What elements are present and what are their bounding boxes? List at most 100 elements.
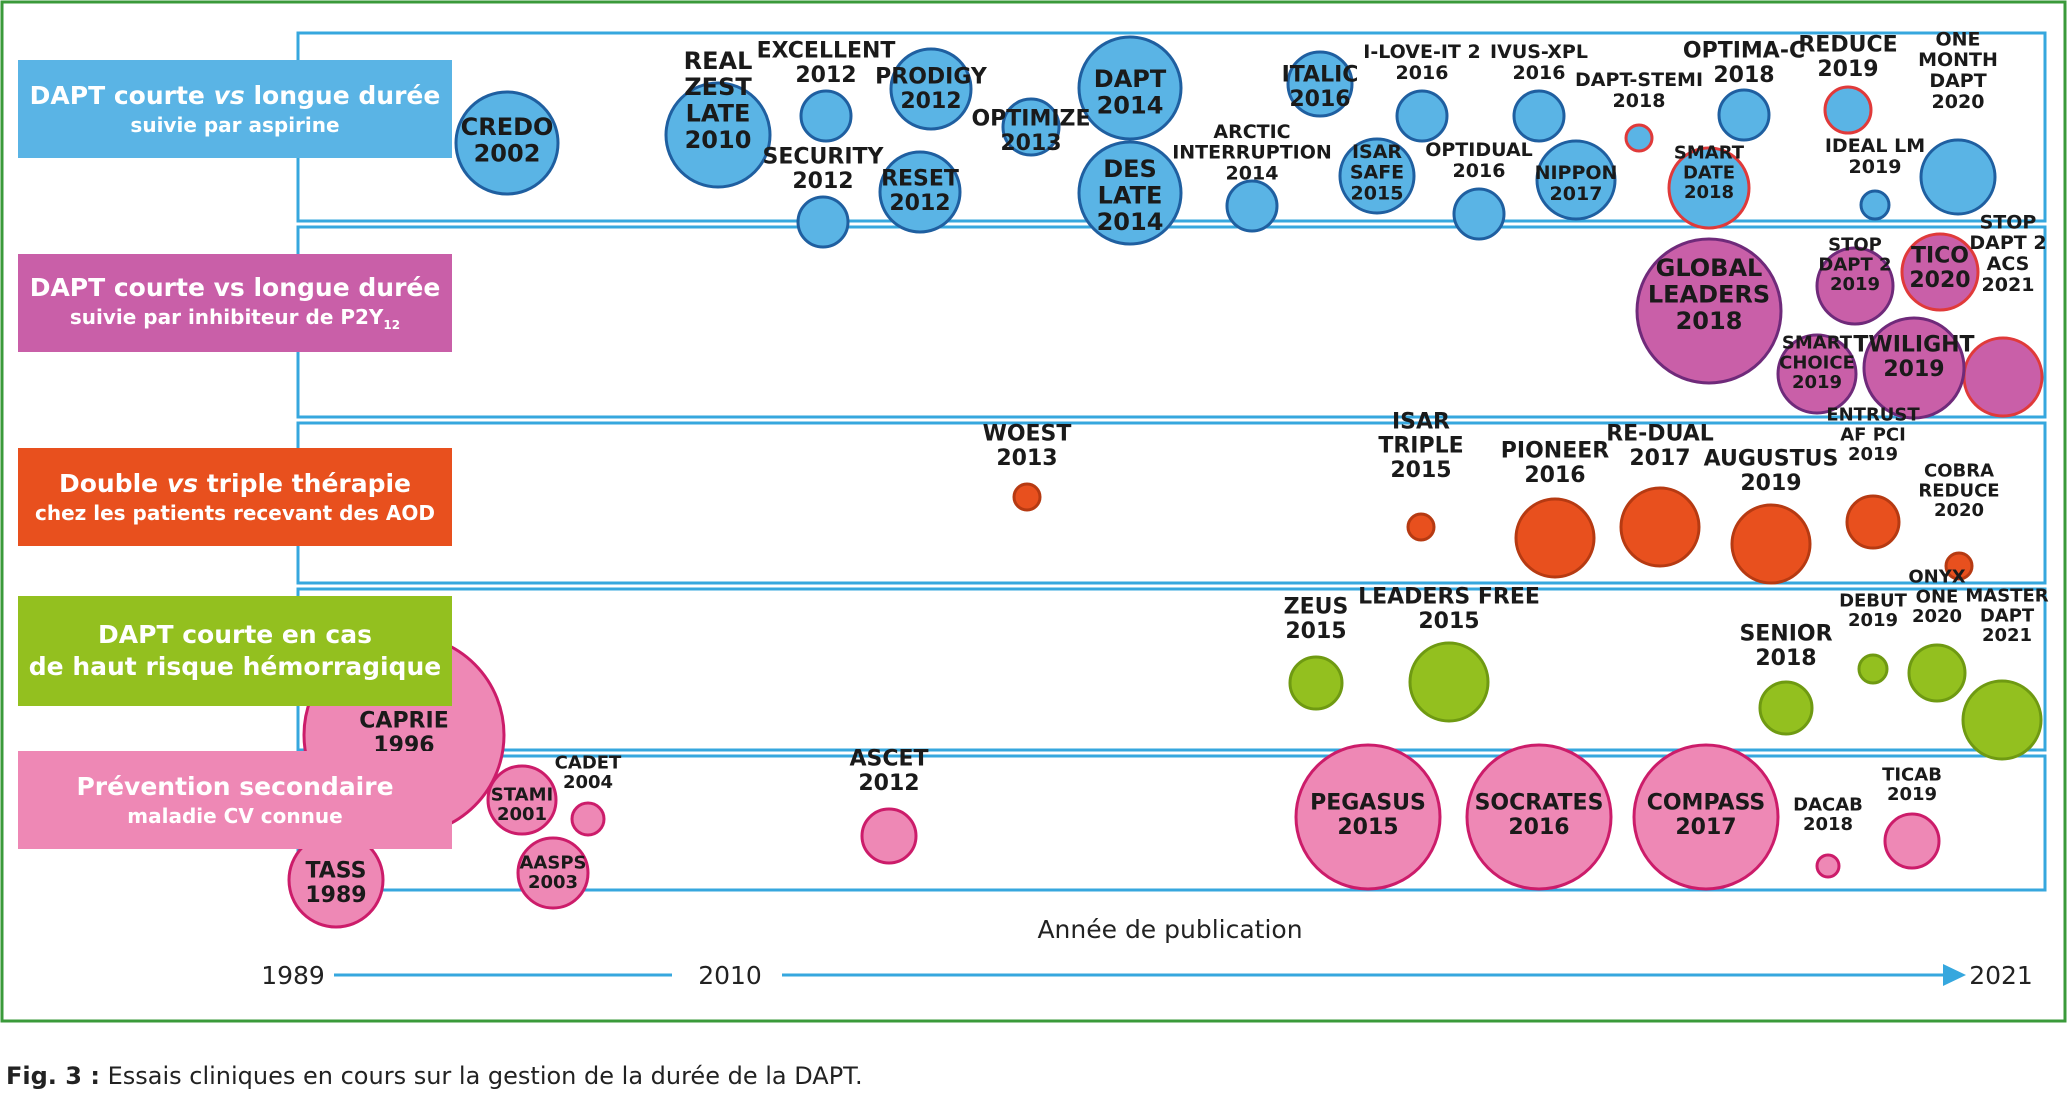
trial-bubble-ticab-51 [1883,812,1941,870]
axis-tick-end: 2021 [1969,961,2033,990]
trial-bubble-smart-26 [1776,333,1858,415]
trial-label-woest-28: WOEST 2013 [983,422,1072,471]
trial-bubble-leaders-free-36 [1408,641,1490,723]
trial-bubble-dacab-50 [1815,853,1841,879]
trial-bubble-real-1 [664,81,772,189]
category-aspirin: DAPT courte vs longue durée suivie par a… [18,60,452,158]
trial-bubble-stop-23 [1815,246,1895,326]
trial-label-reset-5: RESET 2012 [881,167,959,216]
trial-label-real-1: REAL ZEST LATE 2010 [684,47,753,154]
trial-label-ivus-xpl-14: IVUS-XPL 2016 [1490,41,1588,84]
trial-bubble-prodigy-4 [889,47,973,131]
trial-bubble-isar-11 [1338,137,1416,215]
trial-label-cobra-34: COBRA REDUCE 2020 [1918,461,1999,522]
trial-bubble-isar-29 [1406,512,1436,542]
trial-label-isar-29: ISAR TRIPLE 2015 [1378,410,1463,483]
trial-bubble-arctic-9 [1225,179,1279,233]
trial-label-re-dual-31: RE-DUAL 2017 [1606,422,1714,471]
trial-bubble-dapt-stemi-16 [1624,123,1654,153]
outer-border [0,0,2067,1023]
trial-bubble-twilight-27 [1862,316,1966,420]
trial-label-socrates-48: SOCRATES 2016 [1475,791,1604,840]
trial-label-security-3: SECURITY 2012 [763,145,885,194]
trial-label-ideal-lm-20: IDEAL LM 2019 [1825,135,1925,178]
caption-text: Essais cliniques en cours sur la gestion… [99,1062,863,1090]
trial-bubble-nippon-15 [1535,139,1617,221]
trial-bubble-optimize-6 [1001,97,1061,157]
trial-label-ticab-51: TICAB 2019 [1882,764,1942,805]
category-secondary-prevention: Prévention secondaire maladie CV connue [18,751,452,849]
trial-label-stop-25: STOP DAPT 2 ACS 2021 [1969,211,2046,296]
category-p2y12: DAPT courte vs longue durée suivie par i… [18,254,452,352]
trial-label-tico-24: TICO 2020 [1909,244,1970,293]
trial-bubble-compass-49 [1632,743,1780,891]
trial-bubble-smart-17 [1667,146,1751,230]
trial-label-entrust-33: ENTRUST AF PCI 2019 [1826,405,1920,466]
trial-label-isar-11: ISAR SAFE 2015 [1350,141,1404,205]
axis-arrowhead [1943,964,1966,986]
trial-label-dapt-7: DAPT 2014 [1094,65,1167,119]
trial-label-smart-17: SMART DATE 2018 [1674,143,1745,204]
trial-bubble-cobra-34 [1944,551,1974,581]
trial-label-master-40: MASTER DAPT 2021 [1965,586,2048,647]
trial-label-des-8: DES LATE 2014 [1097,155,1164,236]
trial-bubble-augustus-32 [1730,503,1812,585]
trial-label-zeus-35: ZEUS 2015 [1284,595,1349,644]
trial-bubble-pioneer-30 [1514,497,1596,579]
trial-label-onyx-39: ONYX ONE 2020 [1908,567,1965,628]
trial-label-leaders-free-36: LEADERS FREE 2015 [1358,585,1540,634]
trial-bubble-socrates-48 [1465,743,1613,891]
trial-bubble-aasps-44 [516,836,590,910]
trial-bubble-stami-42 [486,764,558,836]
trial-label-dapt-stemi-16: DAPT-STEMI 2018 [1575,69,1703,112]
trial-bubble-debut-38 [1857,653,1889,685]
trial-label-optima-c-18: OPTIMA-C 2018 [1683,39,1805,88]
category-high-bleeding-risk: DAPT courte en cas de haut risque hémorr… [18,596,452,706]
trial-label-aasps-44: AASPS 2003 [520,852,587,893]
trial-label-pegasus-47: PEGASUS 2015 [1310,791,1426,840]
trial-label-senior-37: SENIOR 2018 [1739,622,1832,671]
trial-label-compass-49: COMPASS 2017 [1647,791,1766,840]
trial-bubble-senior-37 [1758,680,1814,736]
trial-label-pioneer-30: PIONEER 2016 [1501,439,1609,488]
trial-label-stop-23: STOP DAPT 2 2019 [1818,235,1891,296]
trial-label-optidual-13: OPTIDUAL 2016 [1425,139,1533,182]
trial-bubble-credo-0 [454,90,560,196]
year-axis: Année de publication 1989 2010 2021 [261,915,2033,990]
trial-bubble-italic-10 [1286,50,1354,118]
trial-bubble-stop-25 [1962,336,2044,418]
trial-bubble-reduce-19 [1823,85,1873,135]
trial-label-twilight-27: TWILIGHT 2019 [1853,333,1974,382]
trial-label-prodigy-4: PRODIGY 2012 [875,65,988,114]
trial-bubble-onyx-39 [1907,643,1967,703]
trial-label-cadet-43: CADET 2004 [555,752,622,793]
trial-bubble-ivus-xpl-14 [1512,89,1566,143]
trial-bubble-zeus-35 [1288,655,1344,711]
trial-bubble-reset-5 [878,150,962,234]
trial-label-optimize-6: OPTIMIZE 2013 [971,107,1090,156]
figure-caption: Fig. 3 : Essais cliniques en cours sur l… [6,1062,863,1090]
trial-bubble-i-love-it-2-12 [1395,89,1449,143]
trial-bubble-optima-c-18 [1717,88,1771,142]
trial-label-augustus-32: AUGUSTUS 2019 [1704,447,1839,496]
trial-label-italic-10: ITALIC 2016 [1282,63,1359,112]
trial-bubble-optidual-13 [1452,187,1506,241]
trial-label-i-love-it-2-12: I-LOVE-IT 2 2016 [1363,41,1480,84]
axis-tick-mid: 2010 [698,961,762,990]
trial-label-stami-42: STAMI 2001 [491,784,553,825]
trial-label-smart-26: SMART CHOICE 2019 [1779,333,1855,394]
category-aod: Double vs triple thérapie chez les patie… [18,448,452,546]
trial-bubble-master-40 [1961,679,2043,761]
trial-label-nippon-15: NIPPON 2017 [1535,162,1618,205]
trial-label-excellent-2: EXCELLENT 2012 [757,39,896,88]
trial-label-arctic-9: ARCTIC INTERRUPTION 2014 [1172,121,1332,185]
trial-label-global-22: GLOBAL LEADERS 2018 [1648,254,1770,335]
trial-bubble-tico-24 [1900,232,1980,312]
axis-tick-start: 1989 [261,961,325,990]
trial-bubble-global-22 [1635,237,1783,385]
axis-title: Année de publication [1037,915,1302,944]
trial-bubble-woest-28 [1012,482,1042,512]
trial-bubble-excellent-2 [799,89,853,143]
